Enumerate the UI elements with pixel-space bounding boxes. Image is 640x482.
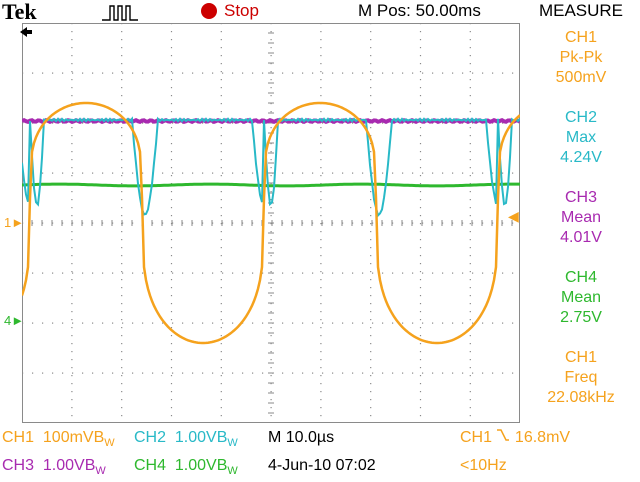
ch4-ground-marker[interactable]: 4► — [4, 313, 25, 328]
measurement-value: 22.08kHz — [547, 389, 615, 406]
ch1-bw-flag: W — [104, 437, 115, 450]
trigger-frequency: <10Hz — [460, 457, 507, 474]
ch3-bw-flag: W — [95, 465, 106, 478]
trigger-position-marker-icon — [20, 27, 32, 37]
measurement-4[interactable]: CH4 Mean 2.75V — [522, 268, 640, 328]
measurement-channel: CH1 — [564, 29, 597, 46]
ch4-trace — [22, 182, 520, 188]
ch1-marker-label: 1 — [4, 215, 12, 230]
brand-logo: Tek — [2, 0, 37, 24]
measurement-value: 2.75V — [560, 309, 602, 326]
falling-edge-icon — [497, 429, 510, 441]
ch1-ground-marker[interactable]: 1► — [4, 215, 25, 230]
ch1-trace — [22, 101, 520, 345]
ch3-label: CH3 — [2, 457, 35, 474]
ch2-bw-flag: W — [227, 437, 238, 450]
measurement-channel: CH1 — [564, 349, 597, 366]
graticule — [22, 23, 520, 423]
measurement-value: 4.24V — [560, 149, 602, 166]
date-time: 4-Jun-10 07:02 — [268, 457, 376, 474]
measurement-type: Mean — [560, 209, 602, 226]
trigger-source: CH1 — [460, 429, 493, 446]
ch1-label: CH1 — [2, 429, 35, 446]
ch4-marker-label: 4 — [4, 313, 12, 328]
measurement-2[interactable]: CH2 Max 4.24V — [522, 108, 640, 168]
measurement-type: Mean — [560, 289, 602, 306]
measurement-channel: CH2 — [564, 109, 597, 126]
acquisition-state[interactable]: Stop — [224, 1, 259, 20]
measurement-channel: CH4 — [564, 269, 597, 286]
measurement-value: 500mV — [555, 69, 607, 86]
ch2-label: CH2 — [134, 429, 167, 446]
ch1-scale: 100mVB — [42, 429, 105, 446]
ch2-trace — [22, 116, 520, 218]
trigger-level: 16.8mV — [514, 429, 571, 446]
trigger-level-marker-icon[interactable]: ◀ — [508, 208, 519, 224]
measurement-1[interactable]: CH1 Pk-Pk 500mV — [522, 28, 640, 88]
ch2-scale-readout[interactable]: CH2 1.00VBW — [134, 427, 238, 454]
measure-panel-title[interactable]: MEASURE — [538, 1, 624, 20]
trigger-waveform-icon — [102, 5, 138, 21]
timebase-readout[interactable]: M 10.0µs — [268, 429, 335, 446]
measurement-3[interactable]: CH3 Mean 4.01V — [522, 188, 640, 248]
trigger-readout[interactable]: CH1 16.8mV — [460, 427, 570, 449]
ch4-scale-readout[interactable]: CH4 1.00VBW — [134, 455, 238, 482]
horizontal-position: M Pos: 50.00ms — [358, 1, 481, 20]
acquisition-state-icon — [201, 3, 217, 19]
measurement-channel: CH3 — [564, 189, 597, 206]
ch3-scale: 1.00VB — [42, 457, 96, 474]
ch3-scale-readout[interactable]: CH3 1.00VBW — [2, 455, 106, 482]
measurement-5[interactable]: CH1 Freq 22.08kHz — [522, 348, 640, 408]
waveform-display[interactable] — [22, 23, 520, 423]
measurement-type: Freq — [564, 369, 598, 386]
measurement-type: Pk-Pk — [559, 49, 603, 66]
ch4-bw-flag: W — [227, 465, 238, 478]
ch4-label: CH4 — [134, 457, 167, 474]
ch2-scale: 1.00VB — [174, 429, 228, 446]
measurement-type: Max — [565, 129, 597, 146]
ch1-scale-readout[interactable]: CH1 100mVBW — [2, 427, 115, 454]
ch4-scale: 1.00VB — [174, 457, 228, 474]
measurement-value: 4.01V — [560, 229, 602, 246]
